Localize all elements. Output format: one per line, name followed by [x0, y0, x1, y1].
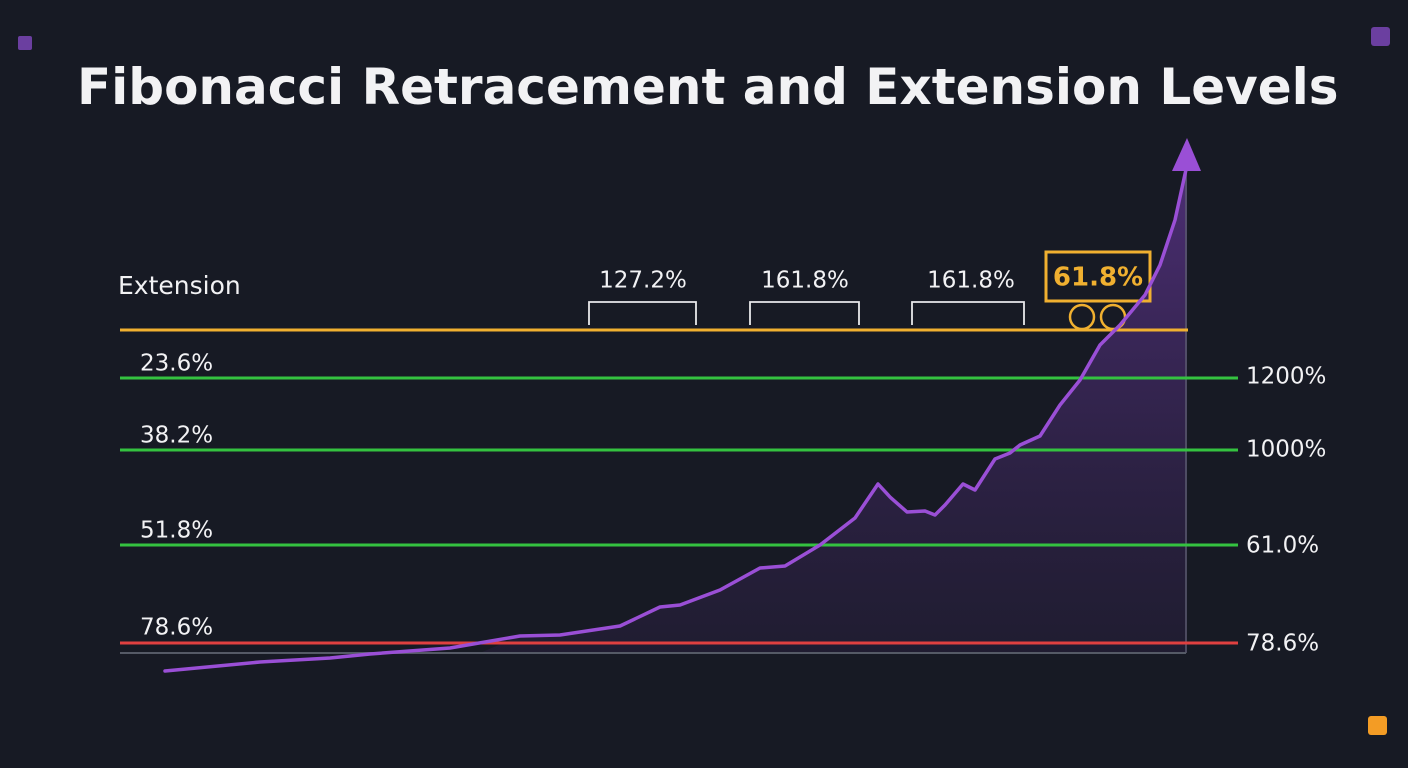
extension-label: Extension	[118, 271, 241, 300]
left-level-label: 51.8%	[140, 518, 213, 544]
left-level-label: 78.6%	[140, 615, 213, 641]
title: Fibonacci Retracement and Extension Leve…	[77, 58, 1339, 116]
bracket-label: 161.8%	[927, 268, 1015, 294]
arrow-head	[1172, 138, 1201, 171]
bracket	[911, 301, 1025, 325]
highlight-box	[1044, 250, 1152, 303]
corner-mark	[1371, 27, 1390, 46]
left-level-label: 23.6%	[140, 351, 213, 377]
price-curve	[163, 163, 1189, 673]
right-level-label: 78.6%	[1246, 631, 1319, 657]
price-area	[480, 165, 1187, 653]
corner-mark	[1368, 716, 1387, 735]
bracket-label: 161.8%	[761, 268, 849, 294]
right-level-label: 1200%	[1246, 364, 1326, 390]
left-level-label: 38.2%	[140, 423, 213, 449]
right-level-label: 1000%	[1246, 437, 1326, 463]
right-level-label: 61.0%	[1246, 533, 1319, 559]
bracket-label: 127.2%	[599, 268, 687, 294]
bracket	[588, 301, 697, 325]
corner-mark	[18, 36, 32, 50]
bracket	[749, 301, 860, 325]
highlight-label: 61.8%	[1053, 263, 1143, 293]
marker-circle	[1068, 303, 1096, 331]
